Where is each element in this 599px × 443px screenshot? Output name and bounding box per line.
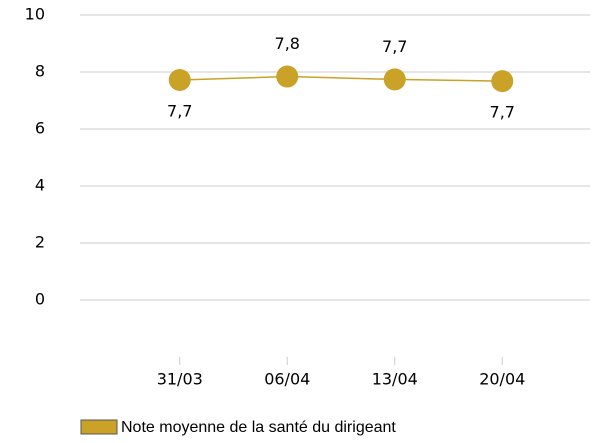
data-label: 7,7 [167,101,192,120]
series-line [179,75,503,82]
x-tick-label: 06/04 [264,370,310,389]
data-point [491,70,514,93]
legend-swatch [80,419,118,435]
y-tick-label: 4 [35,176,45,195]
data-label: 7,7 [490,103,515,122]
x-tick-label: 31/03 [157,370,203,389]
x-tick-label: 20/04 [479,370,525,389]
data-point [383,68,406,91]
y-tick-label: 0 [35,290,45,309]
data-label: 7,7 [382,37,407,56]
y-tick-label: 6 [35,119,45,138]
y-tick-label: 8 [35,62,45,81]
y-tick-label: 2 [35,233,45,252]
data-label: 7,8 [275,34,300,53]
data-point [168,68,191,91]
legend-label: Note moyenne de la santé du dirigeant [121,419,396,436]
x-tick-label: 13/04 [372,370,418,389]
y-tick-label: 10 [25,5,45,24]
data-point [276,65,299,88]
